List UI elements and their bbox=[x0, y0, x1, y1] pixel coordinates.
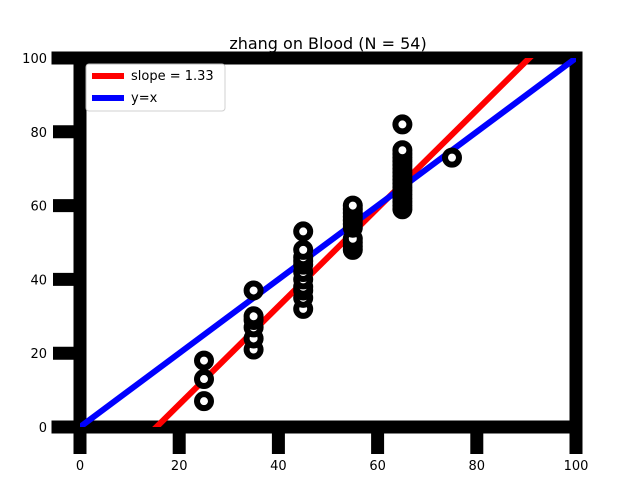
data-point bbox=[194, 391, 214, 412]
x-tick-label: 0 bbox=[76, 459, 84, 474]
data-point bbox=[293, 221, 314, 242]
data-point bbox=[342, 195, 363, 216]
data-point bbox=[392, 140, 413, 161]
data-point bbox=[392, 114, 413, 135]
x-tick-label: 60 bbox=[369, 459, 386, 474]
legend: slope = 1.33 y=x bbox=[85, 63, 226, 112]
data-point bbox=[194, 369, 214, 390]
y-tick-label: 80 bbox=[30, 126, 47, 141]
y-axis-ticks: 0 20 40 60 80 100 bbox=[22, 51, 80, 436]
y-tick-label: 0 bbox=[39, 421, 47, 436]
y-tick-label: 100 bbox=[22, 52, 47, 67]
x-tick-label: 80 bbox=[469, 459, 486, 474]
x-tick-label: 100 bbox=[564, 459, 589, 474]
fit-lines bbox=[80, 58, 576, 427]
data-point bbox=[243, 306, 264, 327]
data-point bbox=[243, 280, 264, 301]
y-tick-label: 20 bbox=[30, 347, 47, 362]
data-point bbox=[442, 147, 462, 168]
data-point bbox=[293, 239, 314, 260]
y-tick-label: 40 bbox=[30, 273, 47, 288]
fit-line-slope bbox=[152, 58, 534, 427]
x-axis-ticks: 0 20 40 60 80 100 bbox=[73, 427, 589, 474]
x-tick-label: 40 bbox=[270, 459, 287, 474]
x-tick-label: 20 bbox=[171, 459, 188, 474]
axes-frame bbox=[51, 51, 583, 434]
legend-label-yx: y=x bbox=[131, 91, 158, 106]
chart-title: zhang on Blood (N = 54) bbox=[229, 34, 426, 53]
y-tick-label: 60 bbox=[30, 200, 47, 215]
data-points bbox=[194, 114, 462, 412]
data-point bbox=[194, 350, 214, 371]
fit-line-identity bbox=[80, 58, 576, 427]
legend-label-slope: slope = 1.33 bbox=[131, 69, 214, 84]
